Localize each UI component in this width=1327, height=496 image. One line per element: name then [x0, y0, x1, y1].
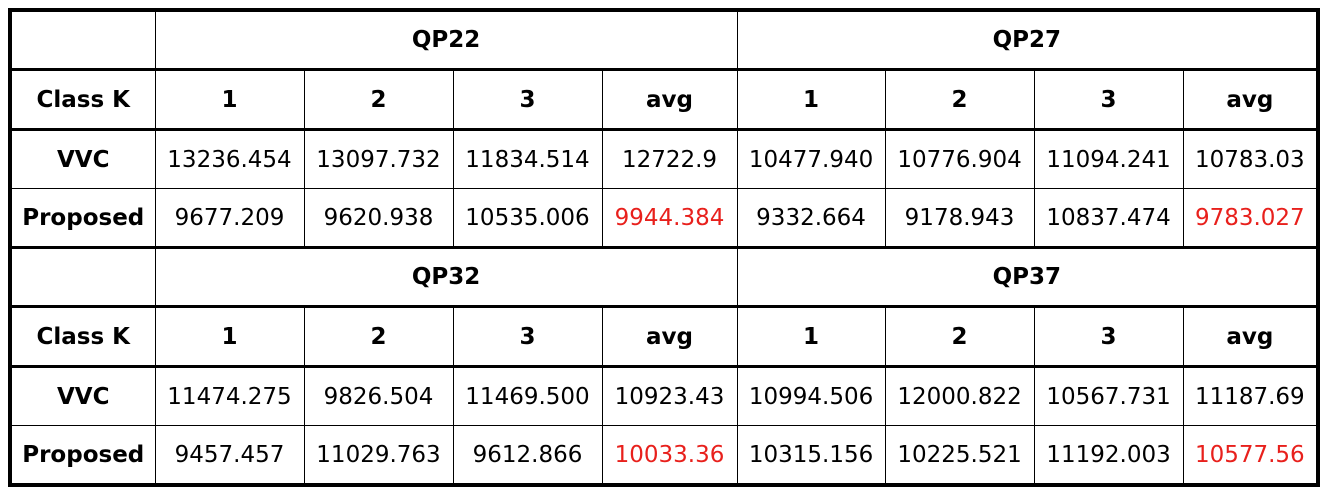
- data-cell: 9178.943: [884, 188, 1035, 249]
- data-cell: 10225.521: [884, 425, 1035, 486]
- data-cell: 9332.664: [736, 188, 886, 249]
- group-header-qp27: QP27: [736, 9, 1319, 71]
- data-cell: 9620.938: [303, 188, 454, 249]
- table-row-vvc: VVC 13236.454 13097.732 11834.514 12722.…: [9, 129, 1319, 189]
- column-header: avg: [1182, 306, 1319, 368]
- column-header-row: Class K 1 2 3 avg 1 2 3 avg: [9, 306, 1319, 368]
- results-table: QP22 QP27 Class K 1 2 3 avg 1 2 3 avg VV…: [8, 8, 1321, 487]
- row-label: Proposed: [9, 425, 156, 486]
- data-cell: 10837.474: [1033, 188, 1184, 249]
- column-header-row: Class K 1 2 3 avg 1 2 3 avg: [9, 69, 1319, 131]
- data-cell: 11474.275: [154, 366, 305, 426]
- data-cell: 10783.03: [1182, 129, 1319, 189]
- row-label: Proposed: [9, 188, 156, 249]
- highlighted-avg-cell: 10577.56: [1182, 425, 1319, 486]
- data-cell: 11029.763: [303, 425, 454, 486]
- table-row-proposed: Proposed 9677.209 9620.938 10535.006 994…: [9, 188, 1319, 249]
- highlighted-avg-cell: 10033.36: [601, 425, 738, 486]
- data-cell: 13097.732: [303, 129, 454, 189]
- column-header: avg: [1182, 69, 1319, 131]
- column-header: avg: [601, 306, 738, 368]
- table-row-proposed: Proposed 9457.457 11029.763 9612.866 100…: [9, 425, 1319, 486]
- group-header-row: QP22 QP27: [9, 9, 1319, 71]
- table-row-vvc: VVC 11474.275 9826.504 11469.500 10923.4…: [9, 366, 1319, 426]
- column-header: 2: [303, 69, 454, 131]
- data-cell: 11469.500: [452, 366, 603, 426]
- column-header: 3: [1033, 69, 1184, 131]
- column-header: 2: [884, 306, 1035, 368]
- empty-corner-cell: [9, 9, 156, 71]
- row-label: VVC: [9, 129, 156, 189]
- data-cell: 9457.457: [154, 425, 305, 486]
- class-label: Class K: [9, 306, 156, 368]
- empty-corner-cell: [9, 247, 156, 308]
- highlighted-avg-cell: 9944.384: [601, 188, 738, 249]
- column-header: 2: [884, 69, 1035, 131]
- column-header: 1: [154, 69, 305, 131]
- data-cell: 12000.822: [884, 366, 1035, 426]
- column-header: 1: [154, 306, 305, 368]
- data-cell: 11094.241: [1033, 129, 1184, 189]
- data-cell: 13236.454: [154, 129, 305, 189]
- data-cell: 10477.940: [736, 129, 886, 189]
- column-header: avg: [601, 69, 738, 131]
- column-header: 3: [452, 69, 603, 131]
- data-cell: 10776.904: [884, 129, 1035, 189]
- class-label: Class K: [9, 69, 156, 131]
- data-cell: 10923.43: [601, 366, 738, 426]
- data-cell: 9677.209: [154, 188, 305, 249]
- data-cell: 9612.866: [452, 425, 603, 486]
- group-header-qp22: QP22: [154, 9, 738, 71]
- data-cell: 10535.006: [452, 188, 603, 249]
- column-header: 2: [303, 306, 454, 368]
- data-cell: 10994.506: [736, 366, 886, 426]
- data-cell: 11192.003: [1033, 425, 1184, 486]
- highlighted-avg-cell: 9783.027: [1182, 188, 1319, 249]
- data-cell: 11834.514: [452, 129, 603, 189]
- column-header: 3: [452, 306, 603, 368]
- group-header-qp32: QP32: [154, 247, 738, 308]
- column-header: 1: [736, 306, 886, 368]
- data-cell: 12722.9: [601, 129, 738, 189]
- data-cell: 10315.156: [736, 425, 886, 486]
- data-cell: 11187.69: [1182, 366, 1319, 426]
- data-cell: 9826.504: [303, 366, 454, 426]
- column-header: 3: [1033, 306, 1184, 368]
- column-header: 1: [736, 69, 886, 131]
- group-header-row: QP32 QP37: [9, 247, 1319, 308]
- group-header-qp37: QP37: [736, 247, 1319, 308]
- data-cell: 10567.731: [1033, 366, 1184, 426]
- row-label: VVC: [9, 366, 156, 426]
